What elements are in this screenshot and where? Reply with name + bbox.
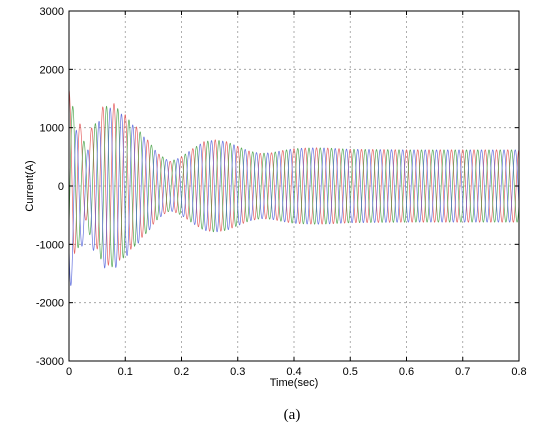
x-tick-label: 0 [66,366,72,378]
x-tick-label: 0.6 [399,366,414,378]
y-tick-label: -1000 [36,239,64,251]
y-tick-label: 0 [58,181,64,193]
x-tick-label: 0.3 [230,366,245,378]
y-tick-label: -2000 [36,298,64,310]
x-tick-label: 0.4 [286,366,301,378]
figure-caption: (a) [284,407,301,423]
x-tick-label: 0.2 [174,366,189,378]
x-tick-label: 0.7 [455,366,470,378]
y-tick-label: 1000 [40,123,64,135]
y-tick-label: -3000 [36,356,64,368]
y-axis-ticks: -3000 -2000 -1000 0 1000 2000 3000 [36,6,519,368]
y-tick-label: 2000 [40,64,64,76]
series-line-3 [68,107,520,287]
y-axis-label: Current(A) [24,160,36,211]
x-axis-label: Time(sec) [270,377,318,389]
y-tick-label: 3000 [40,6,64,18]
x-axis-ticks: 0 0.1 0.2 0.3 0.4 0.5 0.6 0.7 0.8 [66,11,527,378]
x-tick-label: 0.8 [511,366,526,378]
x-tick-label: 0.1 [118,366,133,378]
x-tick-label: 0.5 [343,366,358,378]
grid-lines [69,11,519,361]
series-layer [68,89,520,287]
